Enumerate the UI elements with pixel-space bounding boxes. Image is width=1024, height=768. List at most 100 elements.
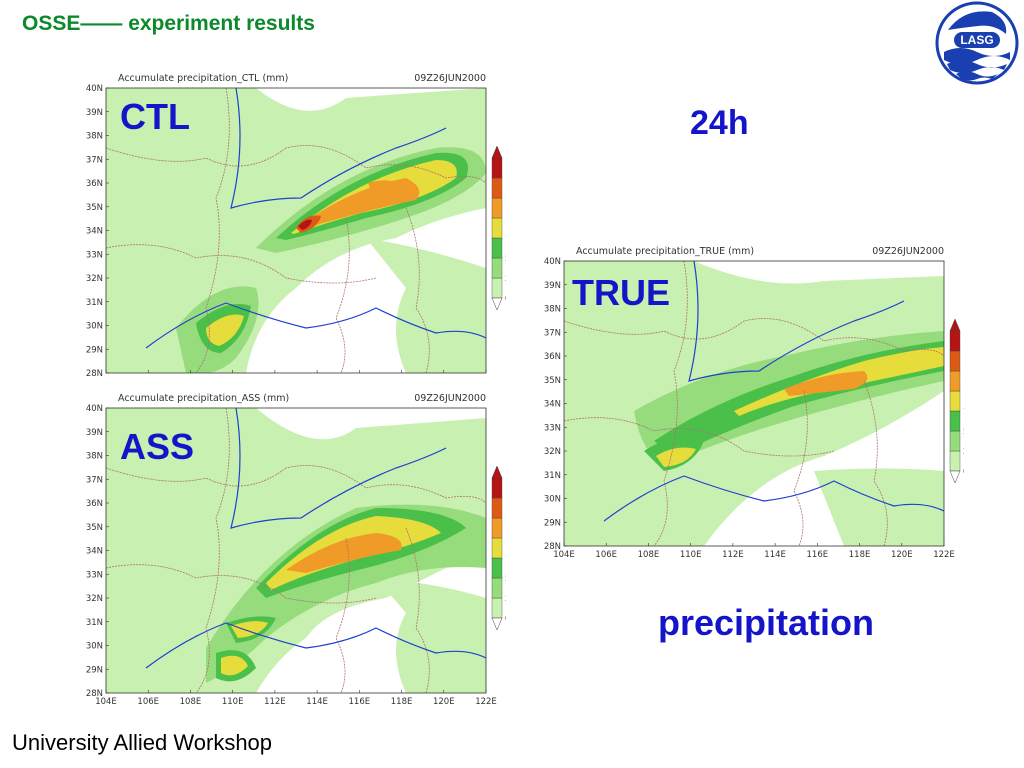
lon-tick-label: 112E bbox=[264, 697, 286, 707]
colorbar-level-label: 0.1 bbox=[505, 294, 506, 303]
province-border bbox=[564, 417, 835, 457]
lat-tick-label: 37N bbox=[86, 155, 103, 165]
river-line bbox=[603, 475, 944, 522]
lon-tick-label: 108E bbox=[180, 697, 202, 707]
true-label: TRUE bbox=[572, 272, 670, 313]
precip-area bbox=[814, 468, 944, 546]
lat-tick-label: 36N bbox=[544, 352, 561, 362]
footer-text: University Allied Workshop bbox=[12, 730, 273, 755]
lon-tick-label: 110E bbox=[222, 697, 244, 707]
lat-tick-label: 29N bbox=[544, 518, 561, 528]
lasg-logo: LASG bbox=[934, 0, 1020, 86]
lat-tick-label: 35N bbox=[86, 523, 103, 533]
map-header-title: Accumulate precipitation_TRUE (mm) bbox=[576, 246, 754, 257]
lat-tick-label: 29N bbox=[86, 345, 103, 355]
precip-area bbox=[221, 655, 248, 676]
true-map: Accumulate precipitation_TRUE (mm) 09Z26J… bbox=[544, 246, 964, 560]
lon-tick-label: 106E bbox=[595, 550, 617, 560]
colorbar-level-label: 25 bbox=[505, 274, 506, 283]
lat-tick-label: 40N bbox=[86, 404, 103, 414]
lat-tick-label: 38N bbox=[86, 452, 103, 462]
colorbar-level-label: 160 bbox=[963, 347, 964, 356]
lat-tick-label: 39N bbox=[86, 428, 103, 438]
colorbar-level-label: 25 bbox=[505, 594, 506, 603]
slide-title: OSSE—— experiment results bbox=[22, 12, 315, 35]
province-border bbox=[405, 527, 430, 693]
lat-tick-label: 38N bbox=[86, 132, 103, 142]
map-header-title: Accumulate precipitation_CTL (mm) bbox=[118, 73, 288, 84]
lat-tick-label: 37N bbox=[544, 328, 561, 338]
variable-label: precipitation bbox=[658, 602, 875, 643]
province-border bbox=[195, 408, 230, 693]
province-border bbox=[106, 465, 486, 504]
lon-tick-label: 120E bbox=[891, 550, 913, 560]
lon-tick-label: 110E bbox=[680, 550, 702, 560]
map-header-time: 09Z26JUN2000 bbox=[414, 73, 486, 84]
colorbar-level-label: 50 bbox=[963, 427, 964, 436]
lon-tick-label: 116E bbox=[349, 697, 371, 707]
precip-area bbox=[206, 314, 244, 346]
province-border bbox=[793, 390, 808, 546]
precip-area bbox=[656, 447, 696, 467]
colorbar-level-label: 75 bbox=[963, 407, 964, 416]
lat-tick-label: 37N bbox=[86, 475, 103, 485]
lat-tick-label: 34N bbox=[544, 400, 561, 410]
lat-tick-label: 30N bbox=[86, 322, 103, 332]
lat-tick-label: 31N bbox=[86, 618, 103, 628]
province-border bbox=[106, 145, 486, 184]
lon-tick-label: 118E bbox=[391, 697, 413, 707]
colorbar-level-label: 130 bbox=[963, 367, 964, 376]
precip-area bbox=[376, 578, 486, 693]
lat-tick-label: 40N bbox=[544, 257, 561, 267]
ass-map-panel: Accumulate precipitation_ASS (mm) 09Z26JU… bbox=[76, 390, 506, 708]
lon-tick-label: 122E bbox=[475, 697, 497, 707]
lon-tick-label: 120E bbox=[433, 697, 455, 707]
province-border bbox=[335, 537, 350, 693]
colorbar-level-label: 100 bbox=[505, 534, 506, 543]
lat-tick-label: 35N bbox=[544, 376, 561, 386]
colorbar-level-label: 0.1 bbox=[505, 614, 506, 623]
lat-tick-label: 40N bbox=[86, 84, 103, 94]
colorbar-level-label: 100 bbox=[505, 214, 506, 223]
province-border bbox=[653, 261, 688, 546]
colorbar-level-label: 130 bbox=[505, 194, 506, 203]
precip-area bbox=[366, 238, 486, 373]
lat-tick-label: 34N bbox=[86, 227, 103, 237]
true-map-panel: Accumulate precipitation_TRUE (mm) 09Z26J… bbox=[534, 243, 964, 565]
lat-tick-label: 28N bbox=[86, 689, 103, 699]
ctl-map-panel: Accumulate precipitation_CTL (mm) 09Z26JU… bbox=[76, 70, 506, 380]
colorbar-level-label: 75 bbox=[505, 554, 506, 563]
province-border bbox=[106, 244, 377, 284]
lon-tick-label: 112E bbox=[722, 550, 744, 560]
lon-tick-label: 116E bbox=[807, 550, 829, 560]
province-border bbox=[335, 217, 350, 373]
precip-area bbox=[231, 621, 268, 638]
precip-area bbox=[286, 533, 402, 573]
colorbar-level-label: 50 bbox=[505, 254, 506, 263]
province-border bbox=[405, 207, 430, 373]
lat-tick-label: 32N bbox=[86, 274, 103, 284]
ctl-label: CTL bbox=[120, 96, 190, 137]
lat-tick-label: 34N bbox=[86, 547, 103, 557]
colorbar-level-label: 130 bbox=[505, 514, 506, 523]
lon-tick-label: 114E bbox=[764, 550, 786, 560]
lon-tick-label: 104E bbox=[553, 550, 575, 560]
colorbar: 0.1 25 50 75 100 130 160 bbox=[491, 145, 506, 311]
colorbar-level-label: 100 bbox=[963, 387, 964, 396]
lon-tick-label: 104E bbox=[95, 697, 117, 707]
lat-tick-label: 36N bbox=[86, 179, 103, 189]
lat-tick-label: 30N bbox=[544, 495, 561, 505]
lat-tick-label: 28N bbox=[544, 542, 561, 552]
lat-tick-label: 36N bbox=[86, 499, 103, 509]
lat-tick-label: 32N bbox=[86, 594, 103, 604]
logo-text: LASG bbox=[960, 33, 993, 47]
lat-tick-label: 33N bbox=[86, 250, 103, 260]
colorbar-level-label: 50 bbox=[505, 574, 506, 583]
lon-tick-label: 118E bbox=[849, 550, 871, 560]
colorbar-level-label: 0.1 bbox=[963, 467, 964, 476]
lat-tick-label: 29N bbox=[86, 665, 103, 675]
precip-area bbox=[298, 219, 312, 230]
precip-area bbox=[784, 371, 868, 396]
colorbar-level-label: 75 bbox=[505, 234, 506, 243]
lon-tick-label: 114E bbox=[306, 697, 328, 707]
